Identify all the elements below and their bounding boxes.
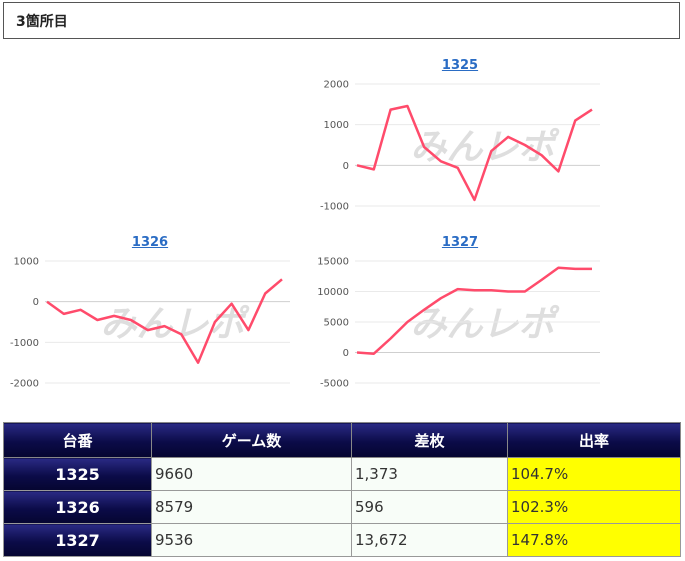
diff-cell: 13,672 <box>351 523 508 557</box>
chart-title-link[interactable]: 1327 <box>441 235 479 250</box>
series-line <box>46 278 283 364</box>
y-tick-label: -5000 <box>320 379 349 390</box>
unit-number-cell: 1326 <box>3 490 152 524</box>
chart-plot: みんレポ 1000 0 -1000 -2000 <box>10 257 290 390</box>
y-tick-label: 2000 <box>324 80 349 91</box>
chart-1326: 1326 みんレポ 1000 0 -1000 -2000 <box>0 235 300 395</box>
chart-title-link[interactable]: 1325 <box>441 58 479 73</box>
y-tick-label: 10000 <box>317 287 349 298</box>
rate-cell: 102.3% <box>507 490 681 524</box>
y-tick-label: 5000 <box>324 318 349 329</box>
games-cell: 9536 <box>151 523 352 557</box>
column-header-unit: 台番 <box>3 422 152 458</box>
chart-1327: 1327 みんレポ 15000 10000 5000 0 -5000 <box>310 235 610 395</box>
y-tick-label: 0 <box>343 161 349 172</box>
y-tick-label: -1000 <box>10 338 39 349</box>
watermark-logo: みんレポ <box>410 127 560 168</box>
table-header-row: 台番 ゲーム数 差枚 出率 <box>3 422 681 458</box>
column-header-rate: 出率 <box>507 422 681 458</box>
diff-cell: 1,373 <box>351 457 508 491</box>
chart-plot: みんレポ 2000 1000 0 -1000 <box>320 80 600 213</box>
section-header: 3箇所目 <box>3 2 680 39</box>
unit-number-cell: 1325 <box>3 457 152 491</box>
table-row: 1325 9660 1,373 104.7% <box>3 457 681 491</box>
chart-plot: みんレポ 15000 10000 5000 0 -5000 <box>317 257 600 390</box>
rate-cell: 147.8% <box>507 523 681 557</box>
diff-cell: 596 <box>351 490 508 524</box>
watermark-logo: みんレポ <box>410 304 560 345</box>
section-title: 3箇所目 <box>16 14 68 30</box>
y-tick-label: 1000 <box>14 257 39 268</box>
series-line <box>356 266 592 355</box>
y-tick-label: 0 <box>33 297 39 308</box>
watermark-logo: みんレポ <box>100 304 250 345</box>
rate-cell: 104.7% <box>507 457 681 491</box>
chart-1325: 1325 みんレポ 2000 1000 0 -1000 <box>310 58 610 218</box>
games-cell: 9660 <box>151 457 352 491</box>
series-line <box>356 104 593 202</box>
y-tick-label: -1000 <box>320 202 349 213</box>
unit-number-cell: 1327 <box>3 523 152 557</box>
y-tick-label: 15000 <box>317 257 349 268</box>
machine-results-table: 台番 ゲーム数 差枚 出率 1325 9660 1,373 104.7% 132… <box>3 422 681 557</box>
table-row: 1326 8579 596 102.3% <box>3 490 681 524</box>
column-header-diff: 差枚 <box>351 422 508 458</box>
table-row: 1327 9536 13,672 147.8% <box>3 523 681 557</box>
games-cell: 8579 <box>151 490 352 524</box>
y-tick-label: -2000 <box>10 379 39 390</box>
column-header-games: ゲーム数 <box>151 422 352 458</box>
chart-title-link[interactable]: 1326 <box>131 235 169 250</box>
y-tick-label: 0 <box>343 348 349 359</box>
y-tick-label: 1000 <box>324 120 349 131</box>
